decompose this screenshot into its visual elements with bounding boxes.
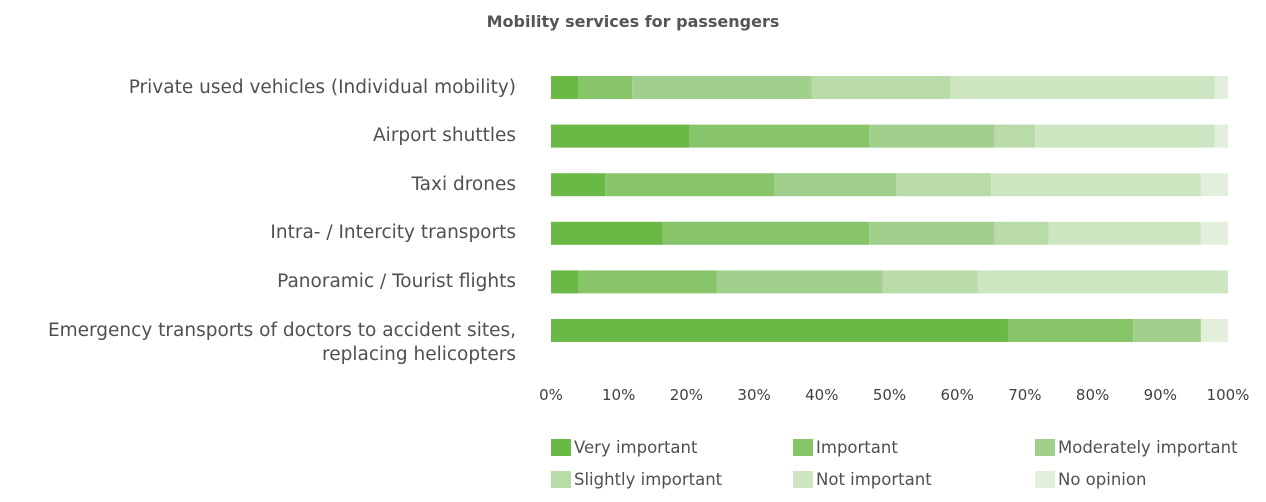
category-label-line: Panoramic / Tourist flights [277, 270, 516, 292]
x-tick-label: 40% [805, 386, 839, 404]
chart-title: Mobility services for passengers [486, 12, 780, 31]
bar-segment [1048, 221, 1201, 245]
bar-segment [1200, 221, 1228, 245]
bar-segment [811, 76, 951, 99]
bar-segment [551, 319, 1008, 342]
category-label-line: Emergency transports of doctors to accid… [47, 319, 516, 341]
bar-segment [950, 76, 1215, 99]
bar-segment [632, 76, 812, 99]
legend-label: Not important [816, 469, 932, 489]
bar-segment [774, 173, 897, 197]
bar-segment [551, 221, 663, 245]
legend-swatch [551, 438, 571, 456]
category-label-line: replacing helicopters [322, 343, 516, 365]
bar-segment [1007, 319, 1134, 342]
legend-swatch [551, 470, 571, 488]
x-tick-label: 10% [602, 386, 636, 404]
category-label: Taxi drones [411, 173, 516, 197]
x-tick-label: 30% [737, 386, 771, 404]
category-label: Airport shuttles [373, 124, 516, 148]
bar-segment [869, 124, 995, 148]
legend-label: Slightly important [574, 469, 723, 489]
legend-swatch [793, 438, 813, 456]
category-label-line: Airport shuttles [373, 125, 516, 147]
bar-segment [578, 76, 633, 99]
legend-label: No opinion [1058, 469, 1147, 489]
x-tick-label: 0% [539, 386, 563, 404]
category-label: Emergency transports of doctors to accid… [48, 319, 516, 367]
bar-segment [994, 221, 1049, 245]
bar-segment [551, 124, 690, 148]
bar-segment [1035, 124, 1215, 148]
x-tick-label: 50% [872, 386, 907, 404]
category-label-line: Taxi drones [411, 173, 516, 195]
legend-label: Very important [574, 437, 698, 457]
category-label-line: Intra- / Intercity transports [270, 222, 516, 244]
legend-item: Slightly important [551, 469, 722, 489]
bar-segment [882, 270, 978, 294]
x-tick-label: 100% [1206, 386, 1250, 404]
x-tick-label: 80% [1075, 386, 1110, 404]
bar-segment [716, 270, 883, 294]
legend-label: Moderately important [1058, 437, 1238, 457]
legend-item: Very important [551, 437, 697, 457]
bar-segment [551, 76, 579, 99]
x-tick-label: 20% [669, 386, 704, 404]
bar-segment [991, 173, 1201, 197]
legend-swatch [1035, 438, 1055, 456]
legend-item: Important [793, 437, 898, 457]
legend-swatch [793, 470, 813, 488]
bar-segment [578, 270, 717, 294]
legend-item: Not important [793, 469, 932, 489]
bar-segment [977, 270, 1228, 294]
bar-segment [994, 124, 1036, 148]
bar-segment [1214, 124, 1228, 148]
legend-label: Important [816, 437, 898, 457]
x-tick-label: 90% [1143, 386, 1177, 404]
bar-segment [1133, 319, 1201, 342]
bar-segment [1200, 173, 1228, 197]
bar-segment [869, 221, 995, 245]
bar-segment [551, 173, 606, 197]
legend-item: Moderately important [1035, 437, 1238, 457]
category-label: Intra- / Intercity transports [270, 221, 516, 245]
bar-segment [689, 124, 870, 148]
category-label: Private used vehicles (Individual mobili… [129, 76, 516, 100]
x-tick-label: 70% [1008, 386, 1042, 404]
bar-segment [1200, 319, 1228, 342]
x-tick-label: 60% [940, 386, 974, 404]
legend-item: No opinion [1035, 469, 1146, 489]
legend-swatch [1035, 470, 1055, 488]
bar-segment [662, 221, 870, 245]
bar-segment [551, 270, 579, 294]
category-label-line: Private used vehicles (Individual mobili… [128, 76, 516, 98]
bar-segment [1214, 76, 1228, 99]
bar-segment [896, 173, 992, 197]
bar-segment [605, 173, 775, 197]
category-label: Panoramic / Tourist flights [277, 270, 516, 294]
